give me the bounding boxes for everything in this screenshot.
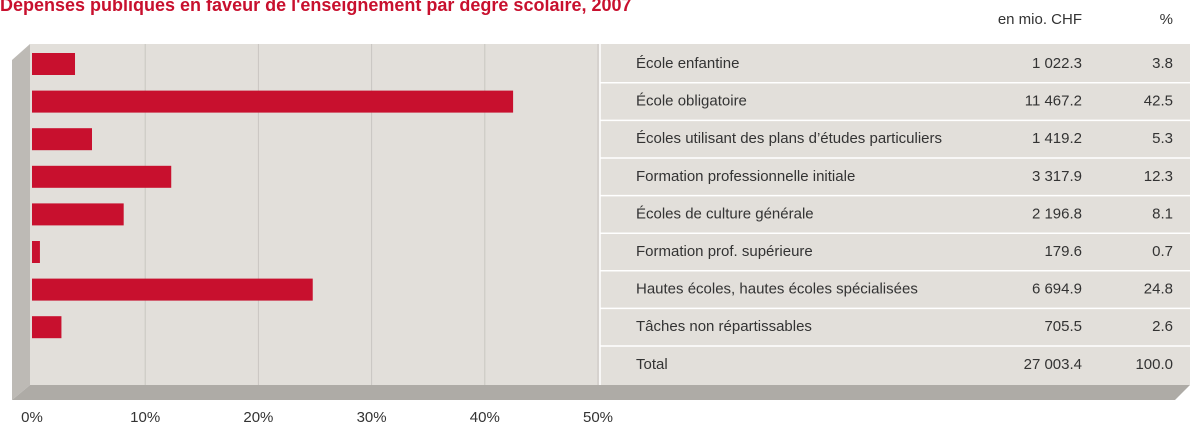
total-percent: 100.0 (1135, 356, 1173, 373)
chf-value: 1 022.3 (1032, 55, 1082, 72)
category-label: Écoles utilisant des plans d’études part… (636, 130, 942, 147)
percent-value: 42.5 (1144, 93, 1173, 110)
panel-bottom (12, 385, 1190, 400)
panel-side (12, 44, 30, 400)
category-label: École obligatoire (636, 93, 747, 110)
x-tick-label: 40% (470, 409, 500, 426)
x-tick-label: 30% (357, 409, 387, 426)
percent-value: 12.3 (1144, 168, 1173, 185)
percent-value: 8.1 (1152, 205, 1173, 222)
bar (32, 316, 62, 339)
percent-value: 2.6 (1152, 318, 1173, 335)
bar (32, 241, 40, 263)
bar (32, 90, 514, 113)
bar (32, 165, 172, 188)
percent-value: 3.8 (1152, 55, 1173, 72)
total-chf: 27 003.4 (1024, 356, 1082, 373)
chf-value: 1 419.2 (1032, 130, 1082, 147)
category-label: Hautes écoles, hautes écoles spécialisée… (636, 281, 918, 298)
category-label: École enfantine (636, 55, 739, 72)
x-tick-label: 20% (243, 409, 273, 426)
bar (32, 278, 313, 301)
total-label: Total (636, 356, 668, 373)
bar (32, 203, 124, 226)
category-label: Tâches non répartissables (636, 318, 812, 335)
chf-value: 2 196.8 (1032, 205, 1082, 222)
x-tick-label: 0% (21, 409, 43, 426)
chf-value: 11 467.2 (1025, 93, 1082, 110)
column-header: en mio. CHF (998, 11, 1082, 28)
category-label: Formation prof. supérieure (636, 243, 813, 260)
category-label: Écoles de culture générale (636, 205, 814, 222)
column-header: % (1160, 11, 1173, 28)
chf-value: 6 694.9 (1032, 281, 1082, 298)
percent-value: 5.3 (1152, 130, 1173, 147)
chf-value: 3 317.9 (1032, 168, 1082, 185)
bar (32, 128, 92, 151)
chf-value: 705.5 (1044, 318, 1082, 335)
percent-value: 24.8 (1144, 281, 1173, 298)
percent-value: 0.7 (1152, 243, 1173, 260)
bar (32, 53, 76, 75)
x-tick-label: 10% (130, 409, 160, 426)
x-tick-label: 50% (583, 409, 613, 426)
chf-value: 179.6 (1044, 243, 1082, 260)
category-label: Formation professionnelle initiale (636, 168, 855, 185)
chart-title: Dépenses publiques en faveur de l'enseig… (0, 0, 632, 15)
